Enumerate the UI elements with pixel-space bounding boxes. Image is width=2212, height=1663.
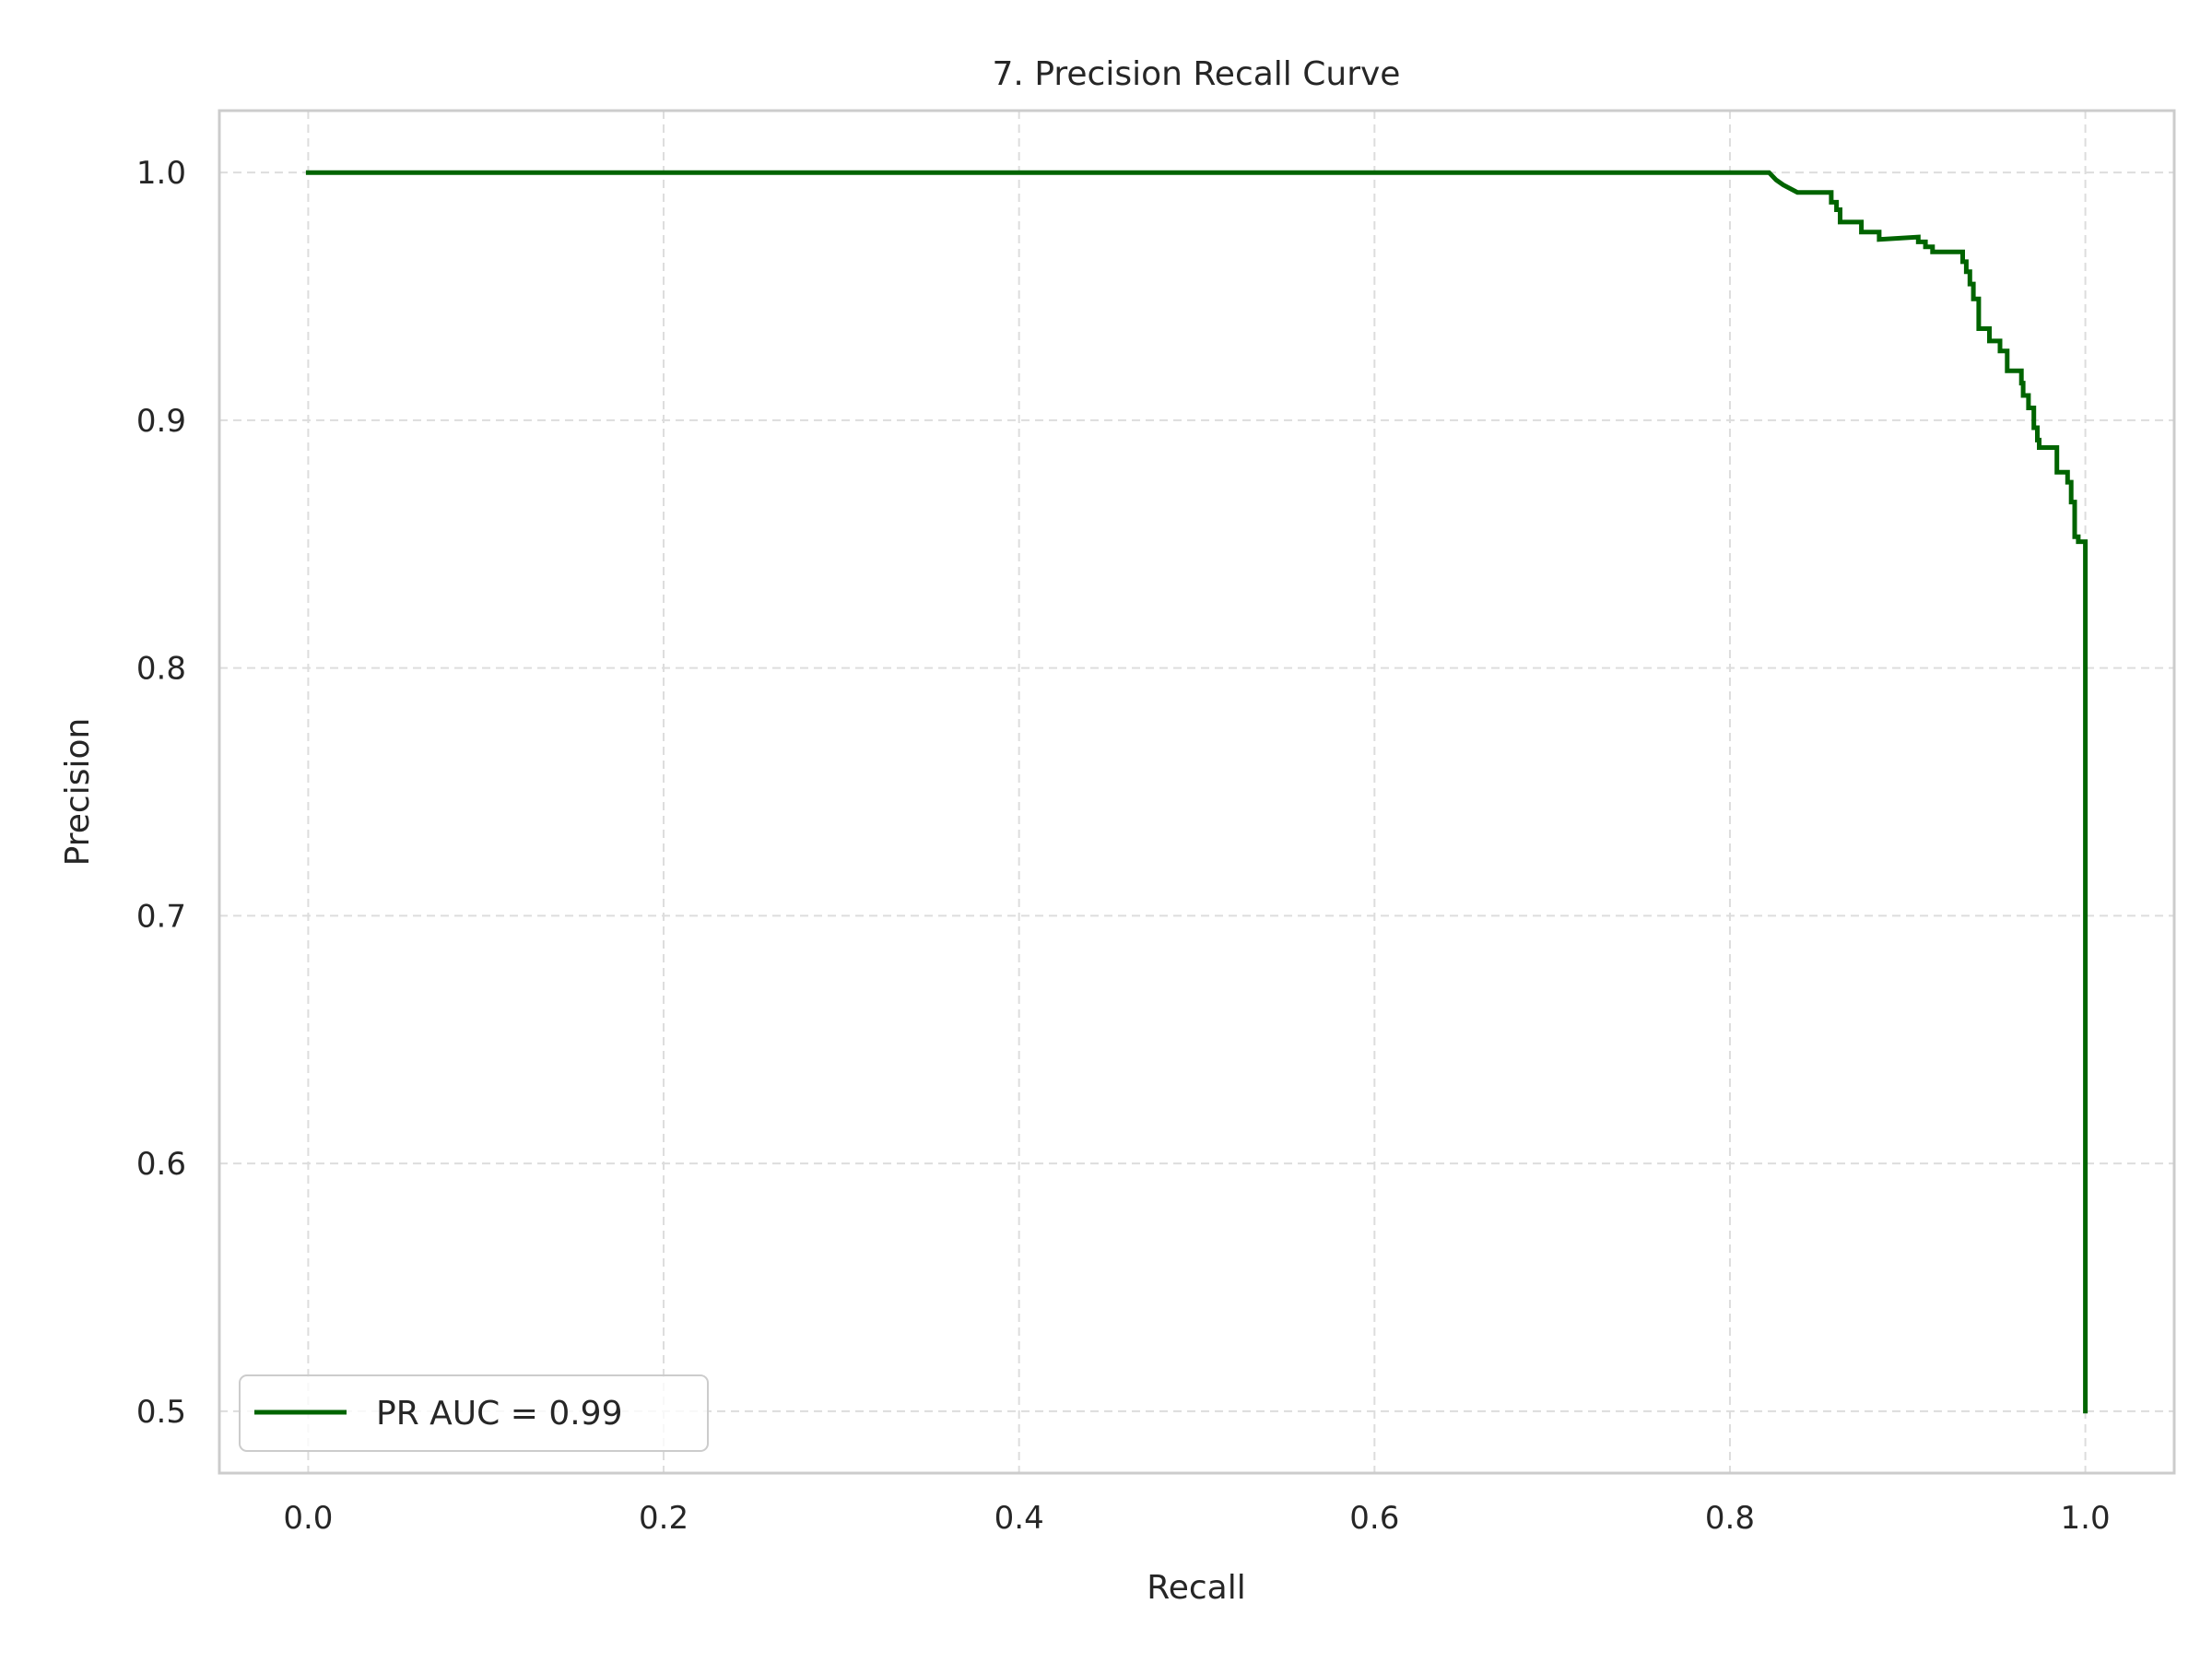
y-axis-label: Precision (59, 718, 97, 867)
chart-title: 7. Precision Recall Curve (993, 55, 1401, 93)
x-axis-label: Recall (1147, 1569, 1245, 1607)
legend: PR AUC = 0.99 (239, 1374, 709, 1452)
x-tick-label: 1.0 (2061, 1500, 2111, 1537)
x-tick-labels: 0.0 0.2 0.4 0.6 0.8 1.0 (283, 1500, 2110, 1537)
y-tick-label: 0.6 (136, 1146, 186, 1183)
y-tick-label: 0.8 (136, 651, 186, 688)
legend-label: PR AUC = 0.99 (376, 1395, 623, 1433)
y-tick-labels: 0.5 0.6 0.7 0.8 0.9 1.0 (136, 155, 186, 1431)
series-layer (305, 170, 2088, 1414)
legend-box (239, 1374, 709, 1452)
x-tick-label: 0.0 (283, 1500, 333, 1537)
plot-frame (218, 109, 2176, 1475)
y-tick-label: 0.7 (136, 898, 186, 935)
y-tick-label: 1.0 (136, 155, 186, 192)
x-tick-label: 0.8 (1705, 1500, 1755, 1537)
pr-curve-line (305, 170, 2088, 1414)
y-tick-label: 0.5 (136, 1394, 186, 1431)
x-tick-label: 0.2 (639, 1500, 688, 1537)
y-tick-label: 0.9 (136, 403, 186, 440)
x-tick-label: 0.4 (994, 1500, 1044, 1537)
x-tick-label: 0.6 (1349, 1500, 1399, 1537)
